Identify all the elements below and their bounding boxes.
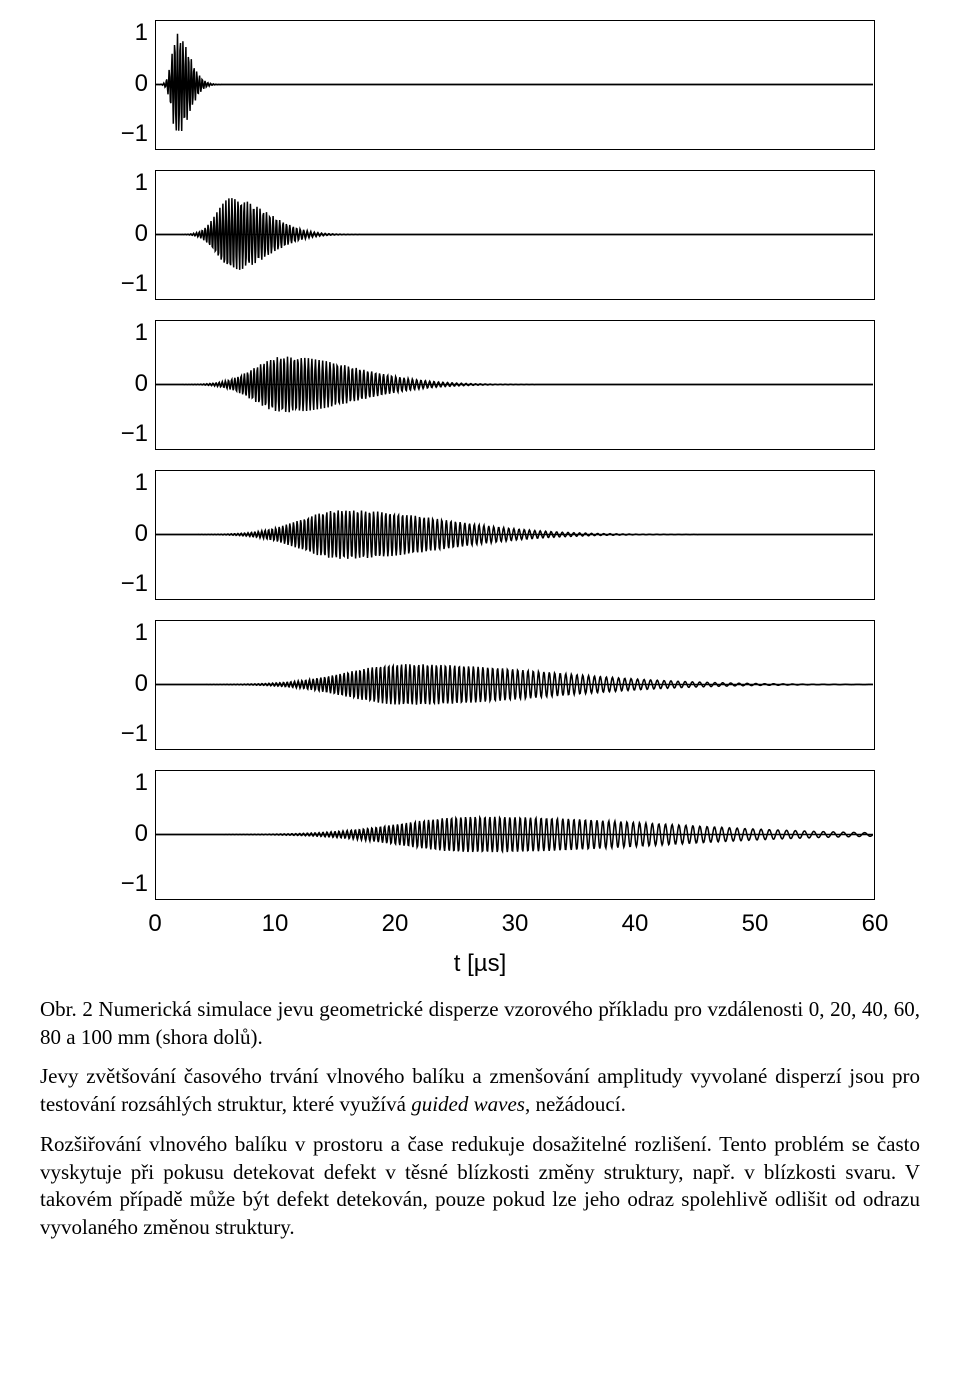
signal-plot bbox=[156, 321, 873, 448]
signal-plot bbox=[156, 771, 873, 898]
y-tick-label: 0 bbox=[70, 520, 148, 548]
x-tick-label: 30 bbox=[502, 910, 529, 938]
plot-frame bbox=[155, 320, 875, 450]
x-tick-label: 10 bbox=[262, 910, 289, 938]
y-tick-label: 0 bbox=[70, 820, 148, 848]
signal-plot bbox=[156, 21, 873, 148]
y-tick-label: −1 bbox=[70, 870, 148, 898]
y-tick-label: −1 bbox=[70, 270, 148, 298]
signal-plot bbox=[156, 171, 873, 298]
x-tick-label: 50 bbox=[742, 910, 769, 938]
plot-frame bbox=[155, 470, 875, 600]
y-tick-label: −1 bbox=[70, 720, 148, 748]
y-tick-label: −1 bbox=[70, 420, 148, 448]
plot-frame bbox=[155, 770, 875, 900]
y-tick-label: 1 bbox=[70, 769, 148, 797]
subplot-5: 1 0 −1 bbox=[70, 760, 890, 910]
y-tick-label: 0 bbox=[70, 370, 148, 398]
plot-frame bbox=[155, 620, 875, 750]
signal-plot bbox=[156, 471, 873, 598]
x-tick-label: 60 bbox=[862, 910, 889, 938]
figure: 10−110−110−110−110−110−1 0102030405060 t… bbox=[70, 10, 890, 978]
y-tick-label: 0 bbox=[70, 70, 148, 98]
y-tick-label: 1 bbox=[70, 319, 148, 347]
subplot-2: 1 0 −1 bbox=[70, 310, 890, 460]
x-tick-label: 0 bbox=[148, 910, 161, 938]
y-tick-label: 1 bbox=[70, 619, 148, 647]
x-axis-label: t [µs] bbox=[70, 950, 890, 978]
y-tick-label: 1 bbox=[70, 19, 148, 47]
subplot-0: 1 0 −1 bbox=[70, 10, 890, 160]
y-tick-label: −1 bbox=[70, 120, 148, 148]
figure-caption: Obr. 2 Numerická simulace jevu geometric… bbox=[40, 996, 920, 1242]
x-tick-label: 20 bbox=[382, 910, 409, 938]
signal-plot bbox=[156, 621, 873, 748]
caption-p2-b: , nežádoucí. bbox=[525, 1092, 626, 1116]
caption-paragraph-2: Jevy zvětšování časového trvání vlnového… bbox=[40, 1063, 920, 1118]
x-axis-tick-row: 0 10 20 30 40 50 60 bbox=[70, 910, 890, 946]
x-tick-label: 40 bbox=[622, 910, 649, 938]
y-tick-label: 1 bbox=[70, 169, 148, 197]
caption-paragraph-3: Rozšiřování vlnového balíku v prostoru a… bbox=[40, 1131, 920, 1242]
caption-line-1: Obr. 2 Numerická simulace jevu geometric… bbox=[40, 996, 920, 1051]
y-tick-label: 1 bbox=[70, 469, 148, 497]
plot-frame bbox=[155, 170, 875, 300]
subplot-4: 1 0 −1 bbox=[70, 610, 890, 760]
caption-p2-em: guided waves bbox=[411, 1092, 525, 1116]
subplot-1: 1 0 −1 bbox=[70, 160, 890, 310]
subplot-3: 1 0 −1 bbox=[70, 460, 890, 610]
y-tick-label: 0 bbox=[70, 670, 148, 698]
subplot-stack: 1 0 −1 1 0 −1 1 0 −1 1 0 −1 1 0 −1 1 0 −1 bbox=[70, 10, 890, 910]
plot-frame bbox=[155, 20, 875, 150]
y-tick-label: −1 bbox=[70, 570, 148, 598]
y-tick-label: 0 bbox=[70, 220, 148, 248]
